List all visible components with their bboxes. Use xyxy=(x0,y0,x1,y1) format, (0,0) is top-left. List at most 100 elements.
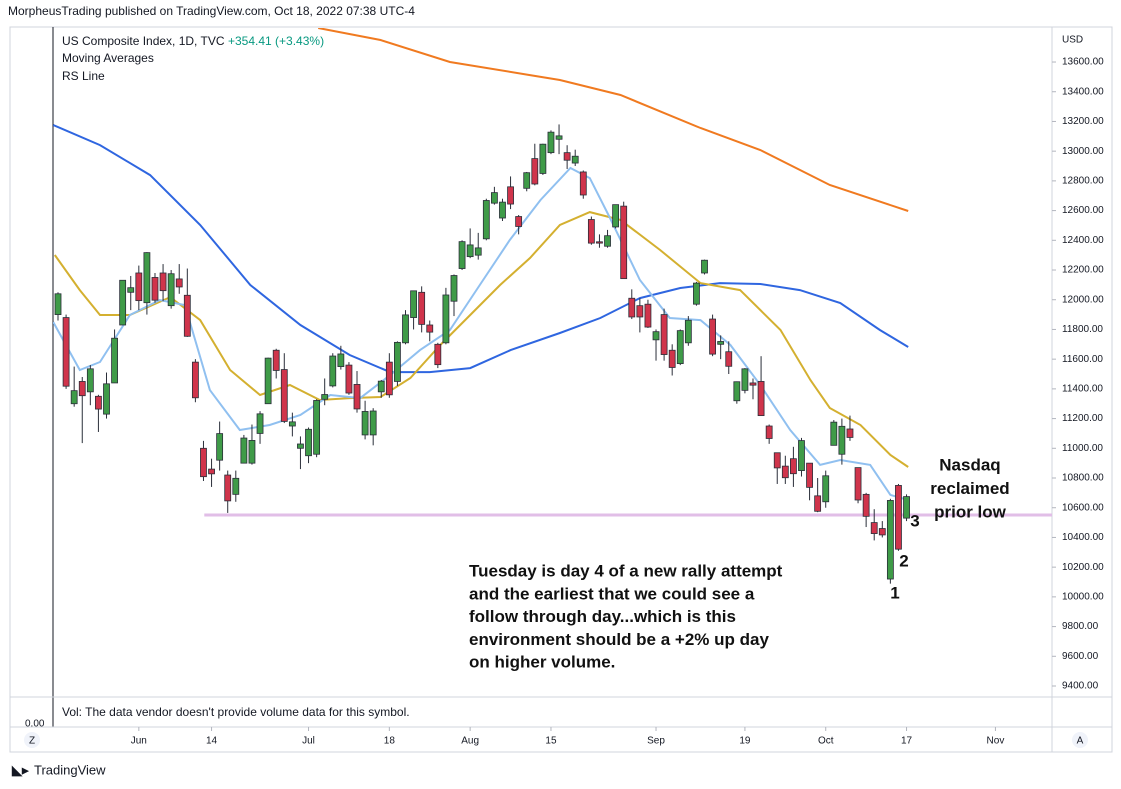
x-tick-label: 14 xyxy=(206,736,218,747)
annotation: environment should be a +2% up day xyxy=(469,630,769,649)
footer: TradingView xyxy=(34,762,106,777)
y-tick-label: 12800.00 xyxy=(1062,176,1104,187)
annotation: 1 xyxy=(890,583,899,602)
candle-body xyxy=(781,465,789,479)
x-tick-label: 18 xyxy=(384,736,396,747)
y-tick-label: 10400.00 xyxy=(1062,532,1104,543)
x-tick-label: 15 xyxy=(545,736,557,747)
candle-body xyxy=(903,496,910,519)
candle-body xyxy=(458,241,466,269)
candle-body xyxy=(870,522,878,534)
candle-body xyxy=(596,241,603,244)
candle-body xyxy=(571,155,579,164)
candle-body xyxy=(426,324,434,333)
moving-average xyxy=(53,124,909,374)
candle-body xyxy=(830,421,838,446)
candle-body xyxy=(434,343,442,366)
candle-body xyxy=(135,272,143,302)
candle-body xyxy=(200,447,207,478)
candle-body xyxy=(70,390,78,405)
candle-body xyxy=(111,337,118,384)
candle-body xyxy=(878,528,886,536)
candle-body xyxy=(248,440,256,464)
y-tick-label: 11200.00 xyxy=(1062,413,1103,424)
candle-body xyxy=(523,172,531,189)
candle-body xyxy=(587,219,595,244)
y-tick-label: 13400.00 xyxy=(1062,86,1104,97)
candle-body xyxy=(127,287,135,293)
x-tick-label: Nov xyxy=(987,736,1005,747)
candle-body xyxy=(361,411,369,436)
candle-body xyxy=(644,303,652,328)
candle-body xyxy=(151,277,159,301)
candle-body xyxy=(515,216,523,227)
y-tick-label: 10000.00 xyxy=(1062,592,1104,603)
candle-body xyxy=(773,452,781,469)
candle-body xyxy=(838,425,846,455)
candle-body xyxy=(329,355,337,387)
moving-average xyxy=(53,166,909,501)
button-label[interactable]: Z xyxy=(29,736,35,747)
candle-body xyxy=(660,314,668,355)
candle-body xyxy=(814,495,822,512)
symbol: US Composite Index, 1D, TVC xyxy=(62,34,225,48)
candle-body xyxy=(191,361,199,399)
annotation: reclaimed xyxy=(930,479,1009,498)
candle-body xyxy=(862,493,870,517)
candle-body xyxy=(474,247,482,256)
candle-body xyxy=(385,361,393,396)
candle-body xyxy=(337,353,345,367)
header: MorpheusTrading published on TradingView… xyxy=(8,4,415,18)
candle-body xyxy=(854,467,862,501)
candle-body xyxy=(539,143,547,174)
candle-body xyxy=(895,485,902,550)
candle-body xyxy=(321,394,329,400)
candle-body xyxy=(353,384,361,410)
y-tick-label: 11800.00 xyxy=(1062,324,1103,335)
candle-body xyxy=(377,380,385,393)
candle-body xyxy=(264,357,272,405)
y-tick-label: 11400.00 xyxy=(1062,384,1103,395)
y-tick-label: 13000.00 xyxy=(1062,146,1104,157)
y-tick-label: 9800.00 xyxy=(1062,621,1099,632)
candle-body xyxy=(159,272,167,292)
y-tick-label: 10800.00 xyxy=(1062,473,1104,484)
candle-body xyxy=(280,369,288,422)
candle-body xyxy=(394,341,401,382)
candle-body xyxy=(256,413,264,434)
candle-body xyxy=(418,291,426,325)
candle-body xyxy=(224,474,232,502)
button-label[interactable]: A xyxy=(1077,736,1084,747)
candle-body xyxy=(143,252,151,304)
candle-body xyxy=(806,462,813,488)
indicator: Moving Averages xyxy=(62,51,154,65)
candle-body xyxy=(790,458,797,475)
candle-body xyxy=(208,468,215,475)
candle-body xyxy=(119,279,127,326)
y-tick-label: 11000.00 xyxy=(1062,443,1103,454)
candle-body xyxy=(175,278,183,288)
candle-body xyxy=(86,368,94,393)
candle-body xyxy=(531,158,539,185)
x-tick-label: Sep xyxy=(647,736,665,747)
annotation: and the earliest that we could see a xyxy=(469,584,755,603)
annotation: Nasdaq xyxy=(939,455,1000,474)
candle-body xyxy=(886,500,894,580)
candle-body xyxy=(305,428,312,457)
candle-body xyxy=(507,186,514,205)
candle-body xyxy=(442,294,450,344)
currency: USD xyxy=(1062,35,1083,46)
candle-body xyxy=(701,259,708,274)
candle-body xyxy=(620,205,628,280)
candle-body xyxy=(288,421,296,427)
candle-body xyxy=(693,282,700,305)
candle-body xyxy=(668,349,676,368)
logo-mark: ◣▸ xyxy=(11,762,30,777)
candle-body xyxy=(749,382,757,386)
candle-body xyxy=(402,314,409,344)
button[interactable] xyxy=(1072,732,1088,748)
button[interactable] xyxy=(24,732,40,748)
candle-body xyxy=(466,244,474,258)
annotation: 3 xyxy=(910,511,919,530)
